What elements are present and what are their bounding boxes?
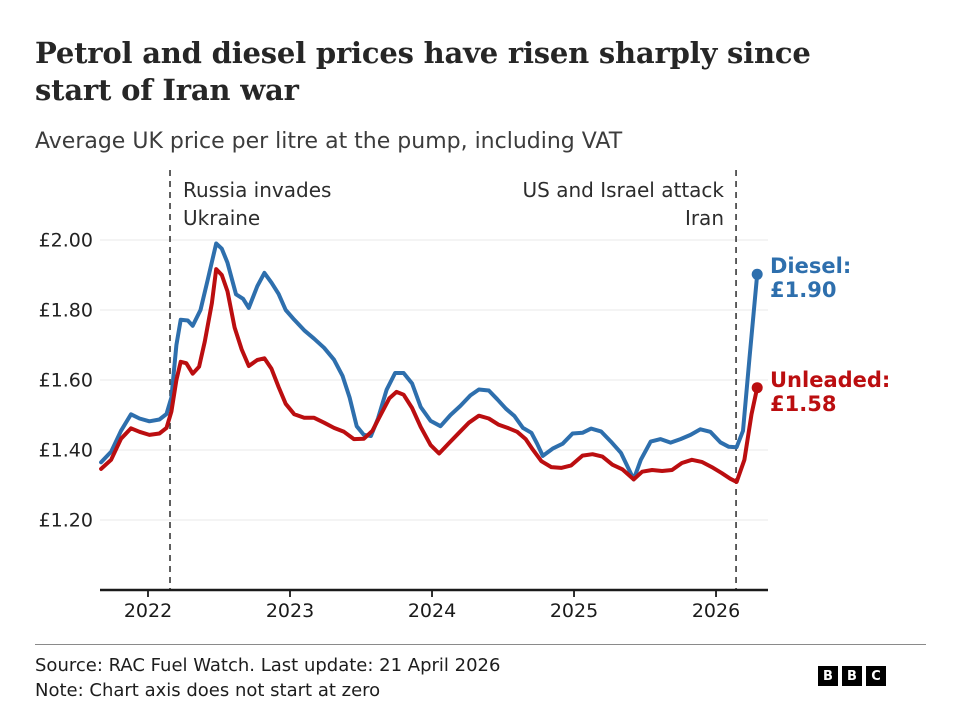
chart-subtitle: Average UK price per litre at the pump, … <box>35 129 623 154</box>
unleaded-end-dot <box>751 382 763 394</box>
bbc-logo-block: B <box>818 666 838 686</box>
diesel-line <box>99 241 760 482</box>
y-tick-label: £1.60 <box>39 370 93 392</box>
annotation-us-israel-attack-iran: US and Israel attack Iran <box>523 176 724 232</box>
bbc-logo-block: B <box>842 666 862 686</box>
y-tick-label: £2.00 <box>39 230 93 252</box>
note-text: Note: Chart axis does not start at zero <box>35 680 381 701</box>
y-tick-label: £1.80 <box>39 300 93 322</box>
annotation-line: Russia invades <box>183 178 332 202</box>
x-tick-label: 2026 <box>692 600 740 622</box>
unleaded-label-name: Unleaded: <box>770 368 891 392</box>
x-tick-label: 2022 <box>124 600 172 622</box>
price-chart-svg: £2.00 £1.80 £1.60 £1.40 £1.20 2022 2023 2024 202… <box>39 170 768 622</box>
bbc-logo-block: C <box>866 666 886 686</box>
annotation-line: Iran <box>684 206 724 230</box>
unleaded-line <box>99 267 760 484</box>
x-tick-label: 2023 <box>266 600 314 622</box>
annotation-russia-invades-ukraine: Russia invades Ukraine <box>183 176 331 232</box>
title-line-2: start of Iran war <box>35 73 299 108</box>
diesel-end-dot <box>751 268 763 280</box>
unleaded-series-label: Unleaded: £1.58 <box>770 368 890 416</box>
footer-divider <box>35 644 926 645</box>
title-line-1: Petrol and diesel prices have risen shar… <box>35 36 811 71</box>
unleaded-label-value: £1.58 <box>770 392 837 416</box>
bbc-logo: B B C <box>818 666 886 686</box>
source-text: Source: RAC Fuel Watch. Last update: 21 … <box>35 655 501 676</box>
annotation-line: US and Israel attack <box>522 178 724 202</box>
diesel-label-name: Diesel: <box>770 254 852 278</box>
y-tick-label: £1.20 <box>39 510 93 532</box>
x-tick-label: 2025 <box>550 600 598 622</box>
page-title: Petrol and diesel prices have risen shar… <box>35 35 915 109</box>
y-tick-label: £1.40 <box>39 440 93 462</box>
diesel-label-value: £1.90 <box>770 278 837 302</box>
x-tick-label: 2024 <box>408 600 456 622</box>
annotation-line: Ukraine <box>183 206 261 230</box>
diesel-series-label: Diesel: £1.90 <box>770 254 851 302</box>
